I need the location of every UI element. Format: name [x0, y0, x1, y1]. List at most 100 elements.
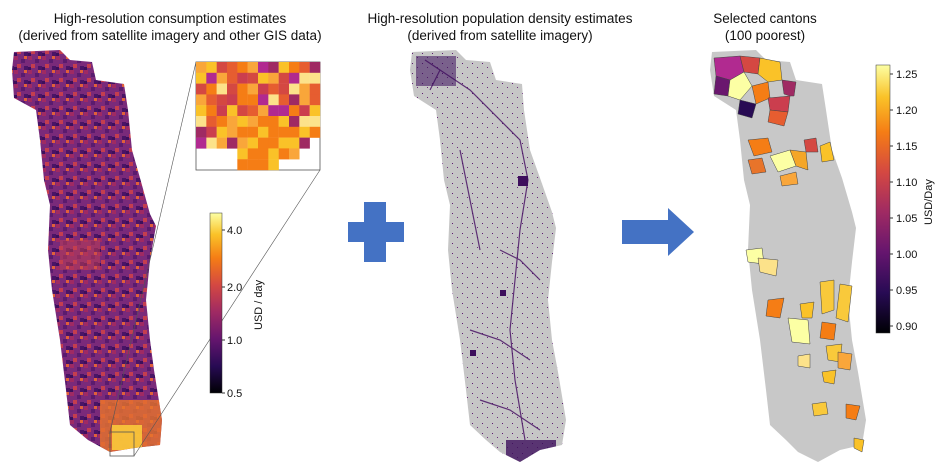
inset-cell	[268, 137, 279, 149]
cb2-tick: 0.90	[896, 321, 917, 333]
cb2-tick: 1.05	[896, 213, 917, 225]
cb1-tick: 1.0	[227, 335, 242, 347]
inset-cell	[299, 137, 310, 149]
inset-cell	[237, 72, 248, 84]
colorbar-consumption: 0.5 1.0 2.0 4.0 USD / day	[209, 212, 265, 400]
inset-cell	[247, 126, 259, 138]
cb2-tick: 1.20	[896, 105, 917, 117]
inset-cell	[247, 83, 259, 95]
inset-cell	[206, 72, 217, 84]
inset-cell	[206, 62, 217, 73]
panel-title-line2: (derived from satellite imagery)	[407, 28, 593, 43]
inset-cell	[196, 62, 207, 73]
inset-cell	[216, 72, 228, 84]
inset-cell	[258, 126, 269, 138]
inset-cell	[237, 105, 248, 117]
inset-cell	[268, 94, 279, 106]
inset-cell	[206, 137, 217, 149]
inset-cell	[278, 116, 290, 127]
inset-cell	[309, 105, 321, 117]
inset-cell	[196, 83, 207, 95]
inset-cell	[227, 126, 238, 138]
inset-cell	[268, 159, 279, 171]
inset-cell	[247, 148, 259, 160]
inset-cell	[237, 126, 248, 138]
inset-cell	[278, 126, 290, 138]
inset-cell	[289, 116, 300, 127]
inset-cell	[258, 62, 269, 73]
cb1-label: USD / day	[253, 279, 265, 330]
inset-cell	[237, 62, 248, 73]
inset-cell	[268, 83, 279, 95]
inset-cell	[216, 137, 228, 149]
inset-cell	[216, 105, 228, 117]
inset-cell	[227, 62, 238, 73]
inset-cell	[196, 126, 207, 138]
inset-cell	[258, 94, 269, 106]
inset-cell	[196, 94, 207, 106]
inset-cell	[299, 72, 310, 84]
cb2-tick: 1.15	[896, 141, 917, 153]
inset-cell	[216, 116, 228, 127]
inset-cell	[299, 62, 310, 73]
inset-cell	[247, 72, 259, 84]
inset-cell	[258, 72, 269, 84]
inset-cell	[268, 62, 279, 73]
inset-cell	[196, 105, 207, 117]
inset-cell	[289, 62, 300, 73]
panel-title-line1: High-resolution population density estim…	[367, 11, 633, 26]
inset-cell	[237, 137, 248, 149]
inset-cell	[196, 72, 207, 84]
panel-title-consumption: High-resolution consumption estimates (d…	[0, 10, 340, 44]
inset-cell	[247, 159, 259, 171]
cb2-tick: 1.25	[896, 69, 917, 81]
inset-cell	[268, 126, 279, 138]
inset-cell	[216, 126, 228, 138]
inset-cell	[268, 116, 279, 127]
inset-cell	[278, 137, 290, 149]
inset-cell	[216, 83, 228, 95]
plus-icon	[348, 202, 404, 262]
cantons-map	[710, 50, 866, 462]
inset-cell	[237, 116, 248, 127]
inset-cell	[227, 116, 238, 127]
inset-cell	[247, 62, 259, 73]
consumption-map	[12, 50, 321, 457]
inset-cell	[309, 72, 321, 84]
cb2-tick: 1.00	[896, 249, 917, 261]
inset-cell	[258, 137, 269, 149]
inset-cell	[278, 105, 290, 117]
inset-cell	[309, 126, 321, 138]
inset-cell	[247, 94, 259, 106]
panel-title-line2: (100 poorest)	[724, 28, 806, 43]
inset-cell	[227, 83, 238, 95]
arrow-right-icon	[622, 208, 694, 256]
inset-cell	[299, 126, 310, 138]
inset-cell	[258, 105, 269, 117]
inset-cell	[299, 116, 310, 127]
inset-cell	[278, 72, 290, 84]
inset-cell	[247, 105, 259, 117]
inset-cell	[206, 94, 217, 106]
cb2-tick: 0.95	[896, 285, 917, 297]
inset-cell	[289, 126, 300, 138]
inset-cell	[258, 148, 269, 160]
inset-cell	[258, 159, 269, 171]
inset-cell	[237, 148, 248, 160]
panel-title-line1: High-resolution consumption estimates	[53, 11, 287, 26]
inset-cell	[206, 116, 217, 127]
inset-cell	[258, 116, 269, 127]
inset-cell	[227, 105, 238, 117]
inset-cell	[206, 83, 217, 95]
inset-cell	[278, 83, 290, 95]
inset-cell	[196, 137, 207, 149]
inset-cell	[227, 94, 238, 106]
inset-cell	[278, 94, 290, 106]
inset-cell	[299, 83, 310, 95]
cb2-label: USD/Day	[923, 179, 935, 225]
inset-cell	[237, 94, 248, 106]
inset-cell	[289, 137, 300, 149]
inset-cell	[216, 94, 228, 106]
inset-cell	[278, 62, 290, 73]
inset-cell	[247, 116, 259, 127]
